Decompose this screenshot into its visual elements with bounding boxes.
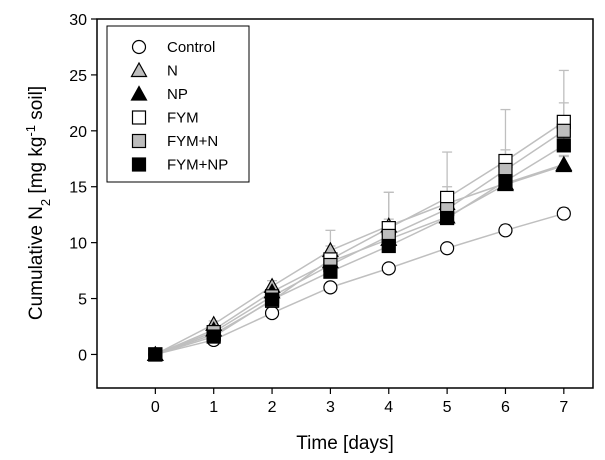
y-axis-label-subscript: 2 — [38, 199, 53, 206]
legend-marker-fym — [131, 110, 147, 125]
plot-layer — [146, 69, 573, 362]
x-tick-label: 4 — [384, 399, 393, 416]
series-line-fym — [155, 121, 565, 356]
x-axis-label: Time [days] — [296, 433, 394, 454]
data-point-fym-plus-np — [440, 210, 455, 226]
y-tick-label: 15 — [69, 180, 87, 197]
y-axis-label: Cumulative N2 [mg kg-1 soil] — [23, 86, 53, 320]
data-point-control — [264, 305, 280, 321]
legend-marker-n — [130, 61, 148, 78]
y-axis-label-superscript: -1 — [23, 125, 38, 137]
data-point-fym-plus-np — [556, 138, 571, 153]
y-axis-label-suffix: soil] — [26, 86, 47, 125]
plot-frame — [96, 18, 594, 389]
x-tick-label: 2 — [268, 399, 277, 416]
legend-marker-fym-plus-n — [131, 133, 147, 149]
x-tick-label: 3 — [326, 399, 335, 416]
data-point-control — [556, 206, 571, 221]
data-point-np — [555, 156, 573, 173]
data-point-fym-plus-np — [148, 347, 163, 362]
y-axis-label-prefix: Cumulative N — [26, 206, 47, 320]
series-line-fym-plus-np — [155, 144, 565, 356]
y-tick-label: 25 — [69, 68, 87, 85]
legend-label-control: Control — [167, 39, 215, 56]
legend: Control N NP FYM FYM+N FYM+NP — [106, 25, 250, 183]
series-line-control — [155, 212, 565, 356]
x-tick-label: 1 — [209, 399, 218, 416]
data-point-control — [498, 223, 513, 238]
legend-label-fym: FYM — [167, 110, 199, 127]
data-point-fym-plus-np — [498, 174, 513, 189]
data-point-fym-plus-np — [206, 329, 221, 344]
y-tick-label: 0 — [78, 347, 87, 364]
legend-label-n: N — [167, 63, 178, 80]
x-tick-label: 6 — [501, 399, 510, 416]
legend-label-fym-plus-n: FYM+N — [167, 133, 218, 150]
axis-ticks: 0 1 2 3 4 5 6 7 0 5 10 15 20 25 30 — [69, 12, 568, 416]
y-tick-label: 5 — [78, 292, 87, 309]
legend-box — [106, 25, 250, 183]
x-tick-label: 5 — [443, 399, 452, 416]
y-axis-label-middle: [mg kg — [26, 137, 47, 199]
data-point-control — [381, 261, 396, 276]
legend-label-fym-plus-np: FYM+NP — [167, 157, 228, 174]
legend-label-np: NP — [167, 86, 188, 103]
y-tick-label: 30 — [69, 12, 87, 29]
data-point-control — [440, 241, 455, 256]
data-point-fym-plus-np — [323, 264, 338, 279]
x-tick-label: 0 — [151, 399, 160, 416]
data-point-fym-plus-np — [381, 238, 396, 254]
legend-marker-control — [131, 39, 147, 55]
series-line-fym-plus-n — [155, 130, 565, 356]
legend-marker-fym-plus-np — [131, 157, 147, 172]
data-point-fym-plus-np — [264, 292, 280, 307]
y-tick-label: 10 — [69, 236, 87, 253]
data-point-fym-plus-n — [556, 123, 571, 138]
legend-marker-np — [130, 85, 148, 101]
x-tick-label: 7 — [559, 399, 568, 416]
data-point-control — [323, 280, 338, 295]
y-tick-label: 20 — [69, 124, 87, 141]
